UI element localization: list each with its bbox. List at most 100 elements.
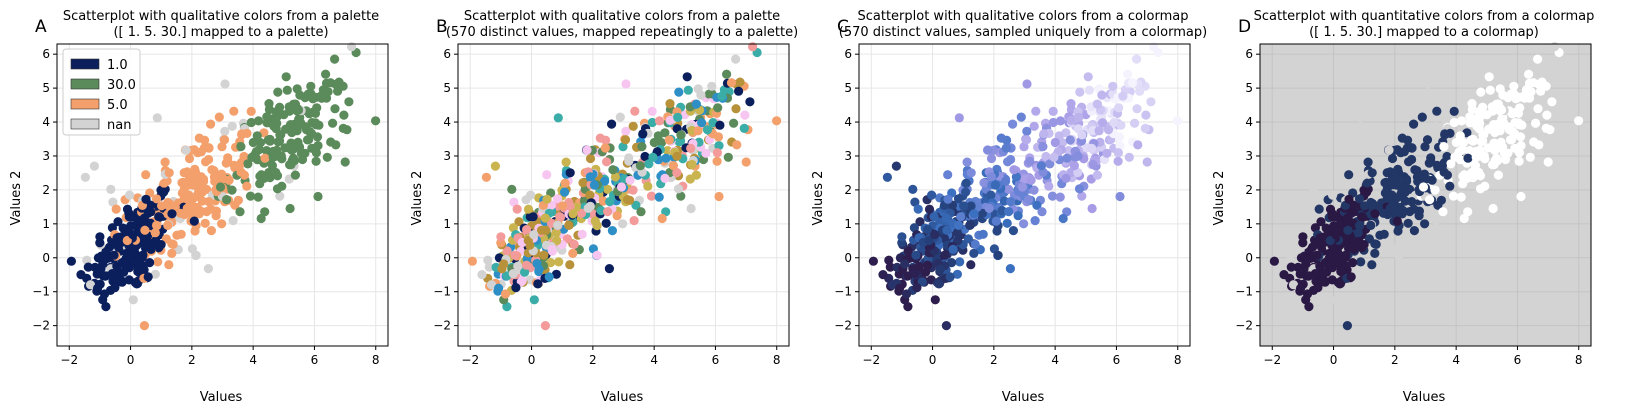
scatter-point xyxy=(993,250,1003,260)
legend-swatch xyxy=(70,58,100,70)
scatter-point xyxy=(1427,175,1437,185)
scatter-point xyxy=(1366,220,1376,230)
scatter-point xyxy=(1292,161,1302,171)
scatter-point xyxy=(1451,137,1461,148)
scatter-point xyxy=(1349,244,1359,254)
scatter-point xyxy=(106,184,116,194)
scatter-point xyxy=(897,232,907,242)
scatter-point xyxy=(910,197,920,207)
scatter-point xyxy=(122,204,133,214)
scatter-point xyxy=(253,192,263,202)
scatter-point xyxy=(1394,250,1404,260)
scatter-point xyxy=(260,153,270,163)
scatter-point xyxy=(911,250,921,260)
scatter-point xyxy=(204,197,214,207)
scatter-point xyxy=(522,225,532,235)
scatter-point xyxy=(908,184,918,194)
scatter-points xyxy=(868,42,1183,331)
scatter-point xyxy=(1495,126,1505,136)
scatter-point xyxy=(484,262,494,272)
title-a: Scatterplot with qualitative colors from… xyxy=(63,9,379,24)
scatter-point xyxy=(965,220,975,230)
scatter-point xyxy=(1032,200,1042,210)
x-tick-label: 0 xyxy=(1330,353,1338,367)
scatter-point xyxy=(516,277,526,287)
scatter-point xyxy=(338,123,348,133)
scatter-point xyxy=(1405,184,1415,194)
scatter-point xyxy=(227,185,237,195)
scatter-point xyxy=(945,272,955,282)
scatter-point xyxy=(923,225,933,235)
scatter-point xyxy=(80,172,90,182)
scatter-point xyxy=(1066,99,1076,109)
scatter-point xyxy=(157,201,167,211)
scatter-point xyxy=(1397,133,1407,143)
x-tick-label: 4 xyxy=(1051,353,1059,367)
scatter-point xyxy=(322,152,332,162)
scatter-point xyxy=(948,244,958,254)
scatter-point xyxy=(577,229,587,239)
scatter-point xyxy=(1039,129,1049,139)
scatter-point xyxy=(1414,211,1424,221)
panel-label-d: D xyxy=(1238,17,1251,37)
scatter-point xyxy=(159,187,169,197)
scatter-point xyxy=(909,269,919,279)
x-tick-label: 6 xyxy=(311,353,319,367)
scatter-point xyxy=(715,120,725,130)
scatter-point xyxy=(1049,152,1059,162)
scatter-point xyxy=(1073,151,1083,161)
xlabel-a: Values xyxy=(200,390,243,405)
scatter-point xyxy=(966,260,976,270)
scatter-point xyxy=(1047,191,1058,201)
legend: 1.0 30.0 5.0 nan xyxy=(62,48,141,136)
scatter-point xyxy=(301,125,312,135)
scatter-point xyxy=(1087,143,1097,153)
scatter-point xyxy=(607,119,617,129)
scatter-point xyxy=(1360,201,1370,211)
scatter-point xyxy=(1470,161,1480,171)
scatter-point xyxy=(113,217,123,227)
scatter-point xyxy=(868,256,879,266)
scatter-point xyxy=(481,172,491,182)
axes-frame xyxy=(457,43,790,347)
scatter-point xyxy=(128,295,138,305)
scatter-point xyxy=(371,116,381,126)
scatter-point xyxy=(1113,156,1123,166)
scatter-point xyxy=(739,123,749,133)
scatter-point xyxy=(887,280,898,290)
y-tick-label: 3 xyxy=(1245,149,1253,163)
scatter-point xyxy=(1029,121,1039,131)
y-tick-label: 4 xyxy=(42,115,50,129)
scatter-point xyxy=(1406,264,1416,274)
scatter-point xyxy=(1354,236,1364,246)
scatter-point xyxy=(1322,267,1332,277)
scatter-point xyxy=(1343,225,1353,235)
scatter-point xyxy=(1310,223,1320,233)
scatter-point xyxy=(1367,201,1377,211)
scatter-point xyxy=(1041,151,1051,162)
scatter-points xyxy=(66,42,381,331)
scatter-point xyxy=(1073,167,1083,178)
scatter-point xyxy=(1005,264,1016,274)
scatter-point xyxy=(1510,118,1520,128)
scatter-point xyxy=(913,204,923,214)
scatter-point xyxy=(635,161,646,171)
scatter-point xyxy=(275,191,285,201)
scatter-point xyxy=(296,118,306,128)
scatter-point xyxy=(259,173,269,183)
scatter-point xyxy=(1363,157,1373,167)
y-tick-label: −2 xyxy=(32,319,50,333)
scatter-point xyxy=(583,203,593,213)
scatter-point xyxy=(1022,79,1032,89)
x-tick-label: 8 xyxy=(1174,353,1182,367)
scatter-point xyxy=(273,87,283,97)
scatter-point xyxy=(1474,167,1484,178)
scatter-point xyxy=(544,272,554,282)
scatter-point xyxy=(199,176,209,186)
scatter-point xyxy=(1385,203,1395,213)
scatter-point xyxy=(912,283,922,293)
scatter-point xyxy=(122,235,132,246)
scatter-point xyxy=(168,239,178,249)
scatter-point xyxy=(1141,110,1151,120)
scatter-point xyxy=(882,172,893,182)
